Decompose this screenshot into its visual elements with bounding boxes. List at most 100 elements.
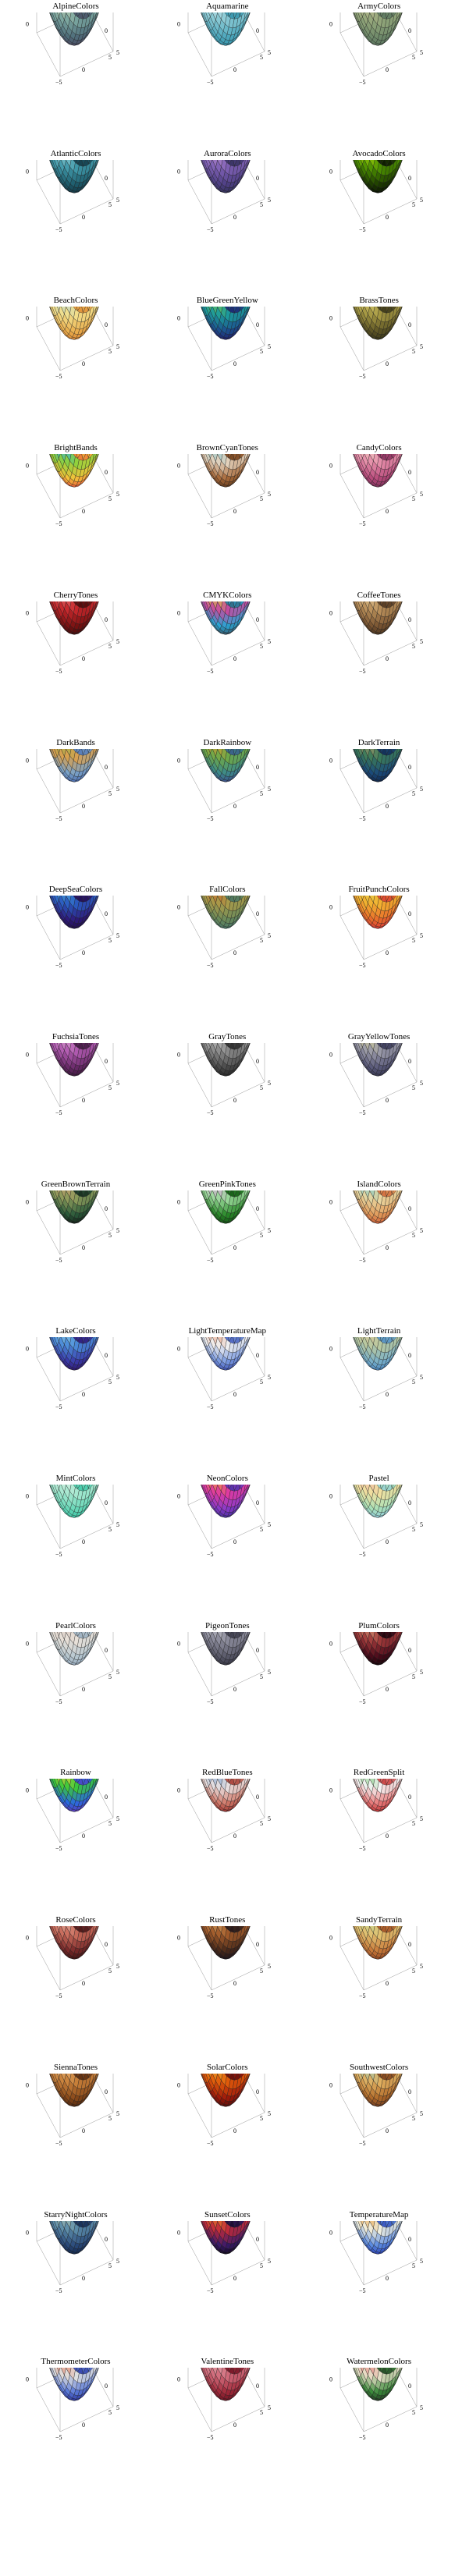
y-tick-label: 5 xyxy=(268,786,271,793)
box-edge xyxy=(364,346,417,371)
x-tick-label: 0 xyxy=(233,803,236,810)
y-tick-label: 0 xyxy=(105,910,108,917)
surface-plot: 20100−50550−5 xyxy=(304,307,455,441)
box-edge xyxy=(60,493,113,518)
y-tick-label: 5 xyxy=(268,197,271,204)
box-edge xyxy=(188,1063,212,1107)
y-tick-label: 0 xyxy=(105,1058,108,1065)
x-tick-label: −5 xyxy=(207,815,214,822)
plot-title: AtlanticColors xyxy=(0,149,151,158)
box-edge xyxy=(364,935,417,960)
plot-fuchsia-tones: FuchsiaTones20100−50550−5 xyxy=(0,1031,151,1177)
x-tick-label: 0 xyxy=(233,949,236,956)
surface-plot: 20100−50550−5 xyxy=(151,454,303,588)
plot-candy-colors: CandyColors20100−50550−5 xyxy=(304,442,455,588)
x-tick-label: 0 xyxy=(386,803,389,810)
box-edge xyxy=(37,180,60,224)
surface-plot: 20100−50550−5 xyxy=(304,749,455,883)
box-edge xyxy=(37,327,60,371)
y-tick-label: 0 xyxy=(256,469,259,476)
box-edge xyxy=(212,935,265,960)
x-tick-label: −5 xyxy=(207,373,214,380)
y-tick-label: 0 xyxy=(256,27,259,34)
surface-plot: 20100−50550−5 xyxy=(0,896,151,1030)
z-tick-label: 0 xyxy=(26,609,29,616)
y-tick-label: 0 xyxy=(256,321,259,328)
box-edge xyxy=(37,622,60,665)
box-edge xyxy=(37,916,60,960)
x-tick-label: 0 xyxy=(386,949,389,956)
x-tick-label: 0 xyxy=(82,1097,85,1104)
z-tick-label: 0 xyxy=(329,20,332,27)
y-tick-label: 5 xyxy=(268,932,271,939)
x-tick-label: 5 xyxy=(260,790,263,797)
y-tick-label: 5 xyxy=(268,343,271,350)
y-tick-label: 5 xyxy=(116,197,119,204)
x-tick-label: 5 xyxy=(412,201,415,208)
x-tick-label: 0 xyxy=(233,508,236,515)
plot-fall-colors: FallColors20100−50550−5 xyxy=(151,883,303,1030)
x-tick-label: 5 xyxy=(260,348,263,355)
x-tick-label: 5 xyxy=(108,495,112,502)
z-tick-label: 0 xyxy=(177,168,180,175)
y-tick-label: 0 xyxy=(105,469,108,476)
box-edge xyxy=(60,640,113,665)
box-edge xyxy=(212,640,265,665)
x-tick-label: 5 xyxy=(260,54,263,61)
box-edge xyxy=(364,493,417,518)
surface-plot: 20100−50550−5 xyxy=(304,454,455,588)
y-tick-label: 5 xyxy=(116,491,119,498)
plot-fruit-punch-colors: FruitPunchColors20100−50550−5 xyxy=(304,883,455,1030)
x-tick-label: 0 xyxy=(386,66,389,73)
surface-plot: 20100−50550−5 xyxy=(151,601,303,736)
plot-title: DarkRainbow xyxy=(151,738,303,747)
box-edge xyxy=(364,51,417,76)
x-tick-label: −5 xyxy=(359,226,366,233)
surface-plot: 20100−50550−5 xyxy=(151,749,303,883)
y-tick-label: 0 xyxy=(408,616,411,623)
y-tick-label: 5 xyxy=(420,786,423,793)
box-edge xyxy=(188,327,212,371)
plot-deep-sea-colors: DeepSeaColors20100−50550−5 xyxy=(0,883,151,1030)
x-tick-label: 5 xyxy=(412,54,415,61)
x-tick-label: 5 xyxy=(412,348,415,355)
y-tick-label: 0 xyxy=(105,764,108,771)
box-edge xyxy=(340,916,364,960)
box-edge xyxy=(60,935,113,960)
box-edge xyxy=(212,493,265,518)
plot-title: FuchsiaTones xyxy=(0,1032,151,1041)
plot-title: DarkBands xyxy=(0,738,151,747)
plot-title: AvocadoColors xyxy=(304,149,455,158)
x-tick-label: −5 xyxy=(55,520,62,527)
box-edge xyxy=(212,1082,265,1107)
box-edge xyxy=(340,474,364,518)
box-edge xyxy=(340,180,364,224)
x-tick-label: 0 xyxy=(233,214,236,221)
y-tick-label: 5 xyxy=(116,786,119,793)
plot-title: BrownCyanTones xyxy=(151,443,303,452)
z-tick-label: 0 xyxy=(26,20,29,27)
z-tick-label: 0 xyxy=(26,757,29,764)
box-edge xyxy=(188,622,212,665)
z-tick-label: 0 xyxy=(26,1051,29,1058)
x-tick-label: 5 xyxy=(108,54,112,61)
plot-title: BrassTones xyxy=(304,296,455,305)
y-tick-label: 5 xyxy=(268,491,271,498)
x-tick-label: 5 xyxy=(260,937,263,944)
x-tick-label: −5 xyxy=(359,373,366,380)
plot-title: BrightBands xyxy=(0,443,151,452)
y-tick-label: 0 xyxy=(408,27,411,34)
x-tick-label: 5 xyxy=(108,1084,112,1091)
box-edge xyxy=(212,51,265,76)
box-edge xyxy=(340,327,364,371)
surface-plot: 20100−50550−5 xyxy=(151,160,303,294)
x-tick-label: 0 xyxy=(233,66,236,73)
box-edge xyxy=(60,1082,113,1107)
